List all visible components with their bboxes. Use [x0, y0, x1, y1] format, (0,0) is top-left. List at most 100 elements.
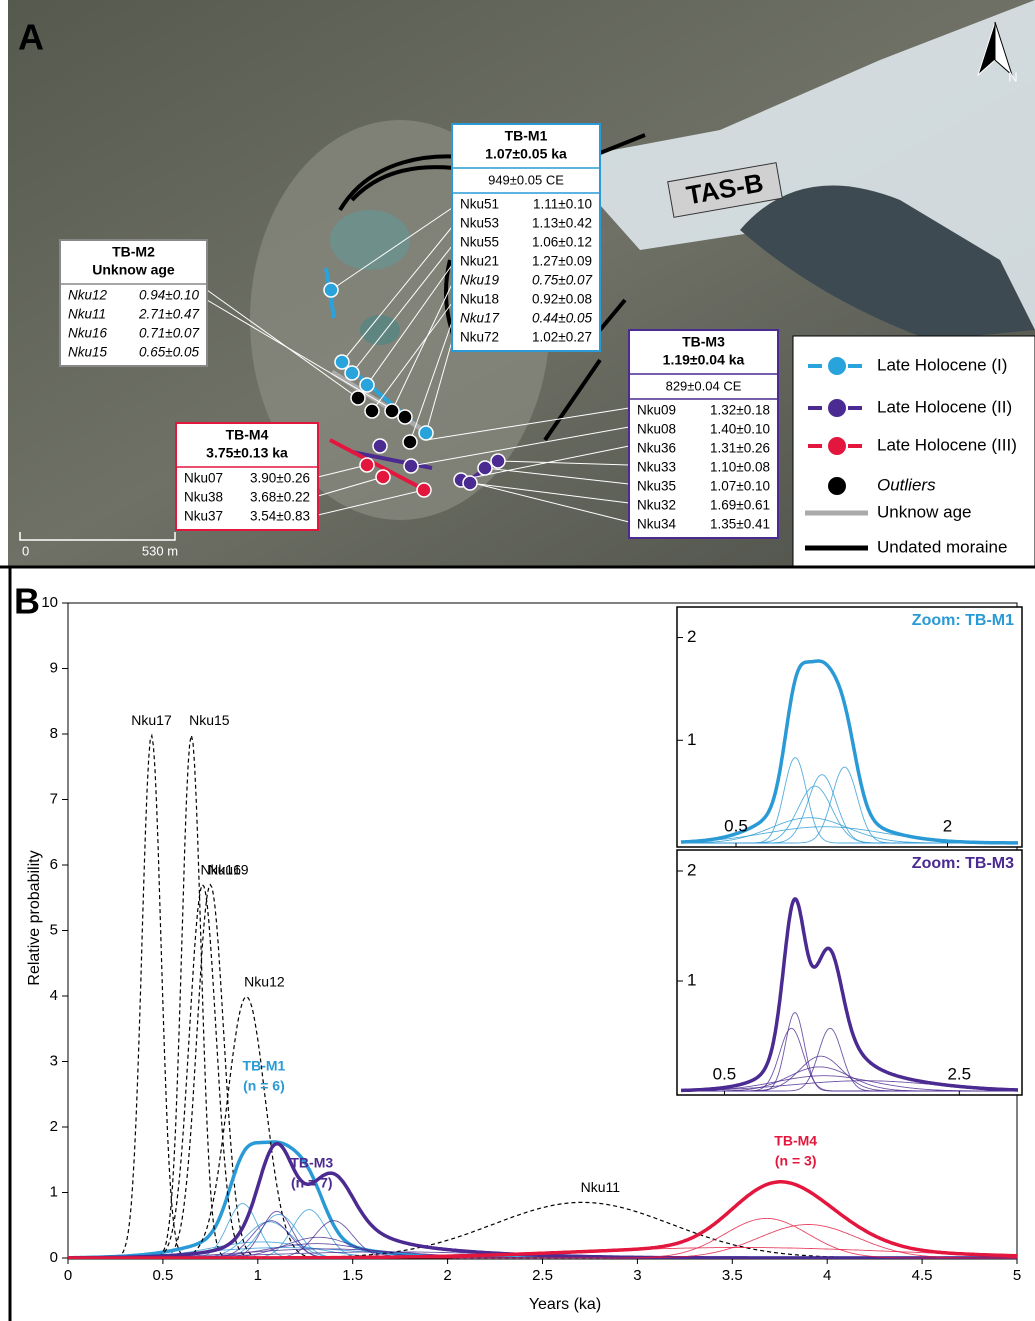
panel-label: A: [18, 17, 44, 58]
inset-x-label: 2: [943, 816, 952, 835]
x-tick-label: 2.5: [532, 1267, 553, 1284]
group-curve: [680, 659, 1018, 845]
x-tick-label: 1.5: [342, 1267, 363, 1284]
y-tick-label: 4: [50, 987, 58, 1004]
lake: [330, 210, 410, 270]
box-title: TB-M3: [682, 334, 725, 350]
sample-age: 0.75±0.07: [532, 273, 592, 288]
sample-id: Nku33: [637, 460, 676, 475]
plot-area: [68, 733, 1017, 1259]
box-ce: 829±0.04 CE: [666, 378, 742, 393]
inset-x-label: 0.5: [724, 816, 748, 835]
inset-title: Zoom: TB-M3: [912, 855, 1014, 872]
box-age: 1.07±0.05 ka: [485, 146, 567, 162]
x-tick-label: 3: [633, 1267, 641, 1284]
north-arrow: [994, 21, 1014, 77]
inset-y-label: 1: [687, 730, 696, 749]
age-box: [451, 123, 601, 352]
y-tick-label: 0: [50, 1249, 58, 1266]
inset-title: Zoom: TB-M1: [912, 612, 1014, 629]
sample-age: 0.44±0.05: [532, 311, 592, 326]
sample-age: 1.13±0.42: [532, 216, 592, 231]
connectors: [206, 207, 630, 523]
box-age: 3.75±0.13 ka: [206, 445, 288, 461]
x-tick-label: 4.5: [912, 1267, 933, 1284]
inset-x-label: 0.5: [713, 1064, 737, 1083]
sample-id: Nku08: [637, 422, 676, 437]
y-tick-label: 10: [41, 594, 58, 611]
legend-label: Late Holocene (II): [877, 397, 1012, 416]
y-axis-title: Relative probability: [26, 850, 43, 985]
curve-label: Nku19: [208, 861, 249, 877]
curve-label: Nku11: [581, 1179, 621, 1195]
group-curve: [68, 1180, 1017, 1259]
inset-frame: [676, 849, 1023, 1096]
inset-y-label: 2: [687, 860, 696, 879]
x-tick-label: 0.5: [152, 1267, 173, 1284]
group-label: TB-M4: [774, 1133, 817, 1149]
moraine-line: [329, 438, 426, 492]
sample-id: Nku37: [184, 509, 223, 524]
x-tick-label: 5: [1013, 1267, 1021, 1284]
sample-id: Nku34: [637, 517, 677, 532]
sample-id: Nku21: [460, 254, 499, 269]
y-tick-label: 7: [50, 790, 58, 807]
sample-age: 2.71±0.47: [138, 307, 199, 322]
sample-dots: [323, 282, 506, 498]
y-tick-label: 8: [50, 725, 58, 742]
legend-dot: [826, 397, 848, 419]
ridge: [740, 185, 1035, 340]
sample-age: 1.35±0.41: [710, 517, 770, 532]
x-tick-label: 2: [443, 1267, 451, 1284]
sample-id: Nku72: [460, 330, 499, 345]
sample-age: 1.40±0.10: [710, 422, 770, 437]
scale-label: 530 m: [142, 543, 178, 558]
group-label: TB-M3: [290, 1154, 333, 1170]
inset-y-label: 2: [687, 627, 696, 646]
box-age: Unknow age: [92, 262, 175, 278]
x-tick-label: 0: [64, 1267, 72, 1284]
sample-id: Nku53: [460, 216, 499, 231]
lake: [360, 315, 400, 345]
sample-curve: [681, 1075, 1018, 1092]
inset-plot: [681, 897, 1018, 1093]
group-n: (n = 3): [775, 1153, 817, 1169]
sample-id: Nku32: [637, 498, 676, 513]
y-tick-label: 5: [50, 921, 58, 938]
sample-age: 1.07±0.10: [710, 479, 770, 494]
age-box: [628, 329, 779, 539]
sample-id: Nku09: [637, 403, 676, 418]
group-label: TB-M1: [243, 1058, 286, 1074]
sample-age: 1.69±0.61: [710, 498, 770, 513]
group-n: (n = 7): [291, 1174, 333, 1190]
x-tick-label: 3.5: [722, 1267, 743, 1284]
curve-label: Nku17: [131, 712, 172, 728]
box-title: TB-M4: [226, 427, 269, 443]
undated-moraine: [338, 133, 646, 442]
sample-id: Nku17: [460, 311, 500, 326]
legend-label: Outliers: [877, 475, 936, 494]
box-age: 1.19±0.04 ka: [663, 352, 745, 368]
legend-label: Late Holocene (I): [877, 355, 1007, 374]
sample-age: 0.92±0.08: [532, 292, 592, 307]
y-tick-label: 2: [50, 1118, 58, 1135]
sample-id: Nku07: [184, 471, 223, 486]
age-box: [175, 422, 319, 531]
y-tick-label: 3: [50, 1052, 58, 1069]
sample-age: 1.31±0.26: [710, 441, 770, 456]
inset-plot: [680, 659, 1018, 845]
sample-age: 1.32±0.18: [710, 403, 770, 418]
x-axis-title: Years (ka): [529, 1296, 601, 1313]
legend-label: Unknow age: [877, 502, 972, 521]
y-tick-label: 6: [50, 856, 58, 873]
sample-age: 1.02±0.27: [532, 330, 592, 345]
sample-age: 1.27±0.09: [532, 254, 592, 269]
sample-age: 1.06±0.12: [532, 235, 592, 250]
box-ce: 949±0.05 CE: [488, 172, 564, 187]
legend-label: Undated moraine: [877, 537, 1007, 556]
label-box: [667, 162, 783, 218]
x-tick-label: 1: [254, 1267, 262, 1284]
north-label: N: [1008, 69, 1017, 84]
sample-age: 1.10±0.08: [710, 460, 770, 475]
